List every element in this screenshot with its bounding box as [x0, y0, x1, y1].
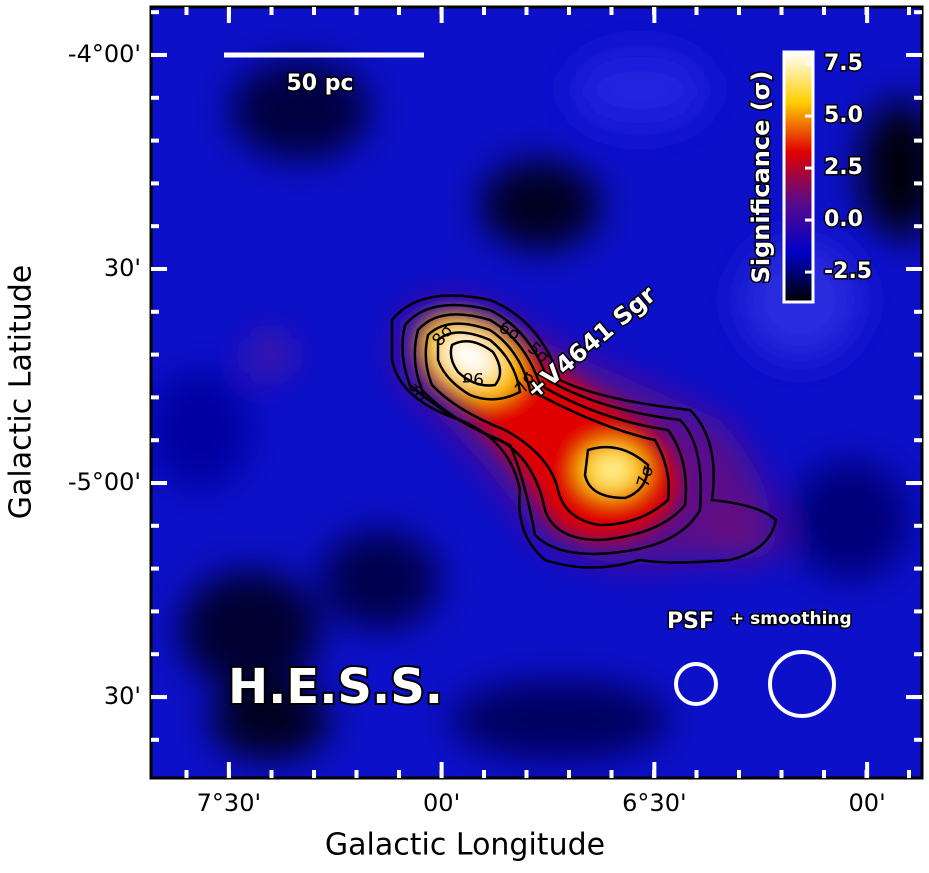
x-tick-label: 00'	[849, 789, 886, 817]
smoothing-label: + smoothing	[730, 609, 852, 629]
telescope-label: H.E.S.S.	[228, 659, 443, 715]
x-tick-label: 6°30'	[622, 789, 686, 817]
x-tick-label: 00'	[423, 789, 460, 817]
x-tick-label: 7°30'	[197, 789, 261, 817]
x-axis-label: Galactic Longitude	[325, 828, 605, 863]
psf-circle	[674, 662, 718, 706]
colorbar-tick-label: 2.5	[824, 155, 863, 180]
y-axis-label: Galactic Latitude	[4, 265, 39, 519]
psf-label: PSF	[667, 609, 714, 634]
colorbar-tick-label: 5.0	[824, 103, 863, 128]
contours	[390, 294, 778, 569]
y-tick-label: 30'	[104, 254, 141, 282]
contour-label: 9σ	[462, 368, 484, 388]
y-tick-label: -4°00'	[68, 40, 141, 68]
y-tick-label: -5°00'	[68, 468, 141, 496]
colorbar-label: Significance (σ)	[747, 71, 775, 284]
colorbar-tick-label: 0.0	[824, 207, 863, 232]
colorbar	[782, 50, 815, 304]
scale-bar-label: 50 pc	[286, 71, 353, 96]
smoothing-circle	[768, 650, 836, 718]
y-tick-label: 30'	[104, 682, 141, 710]
colorbar-tick-label: 7.5	[824, 51, 863, 76]
colorbar-tick-label: -2.5	[824, 259, 872, 284]
plot-frame	[149, 5, 924, 780]
